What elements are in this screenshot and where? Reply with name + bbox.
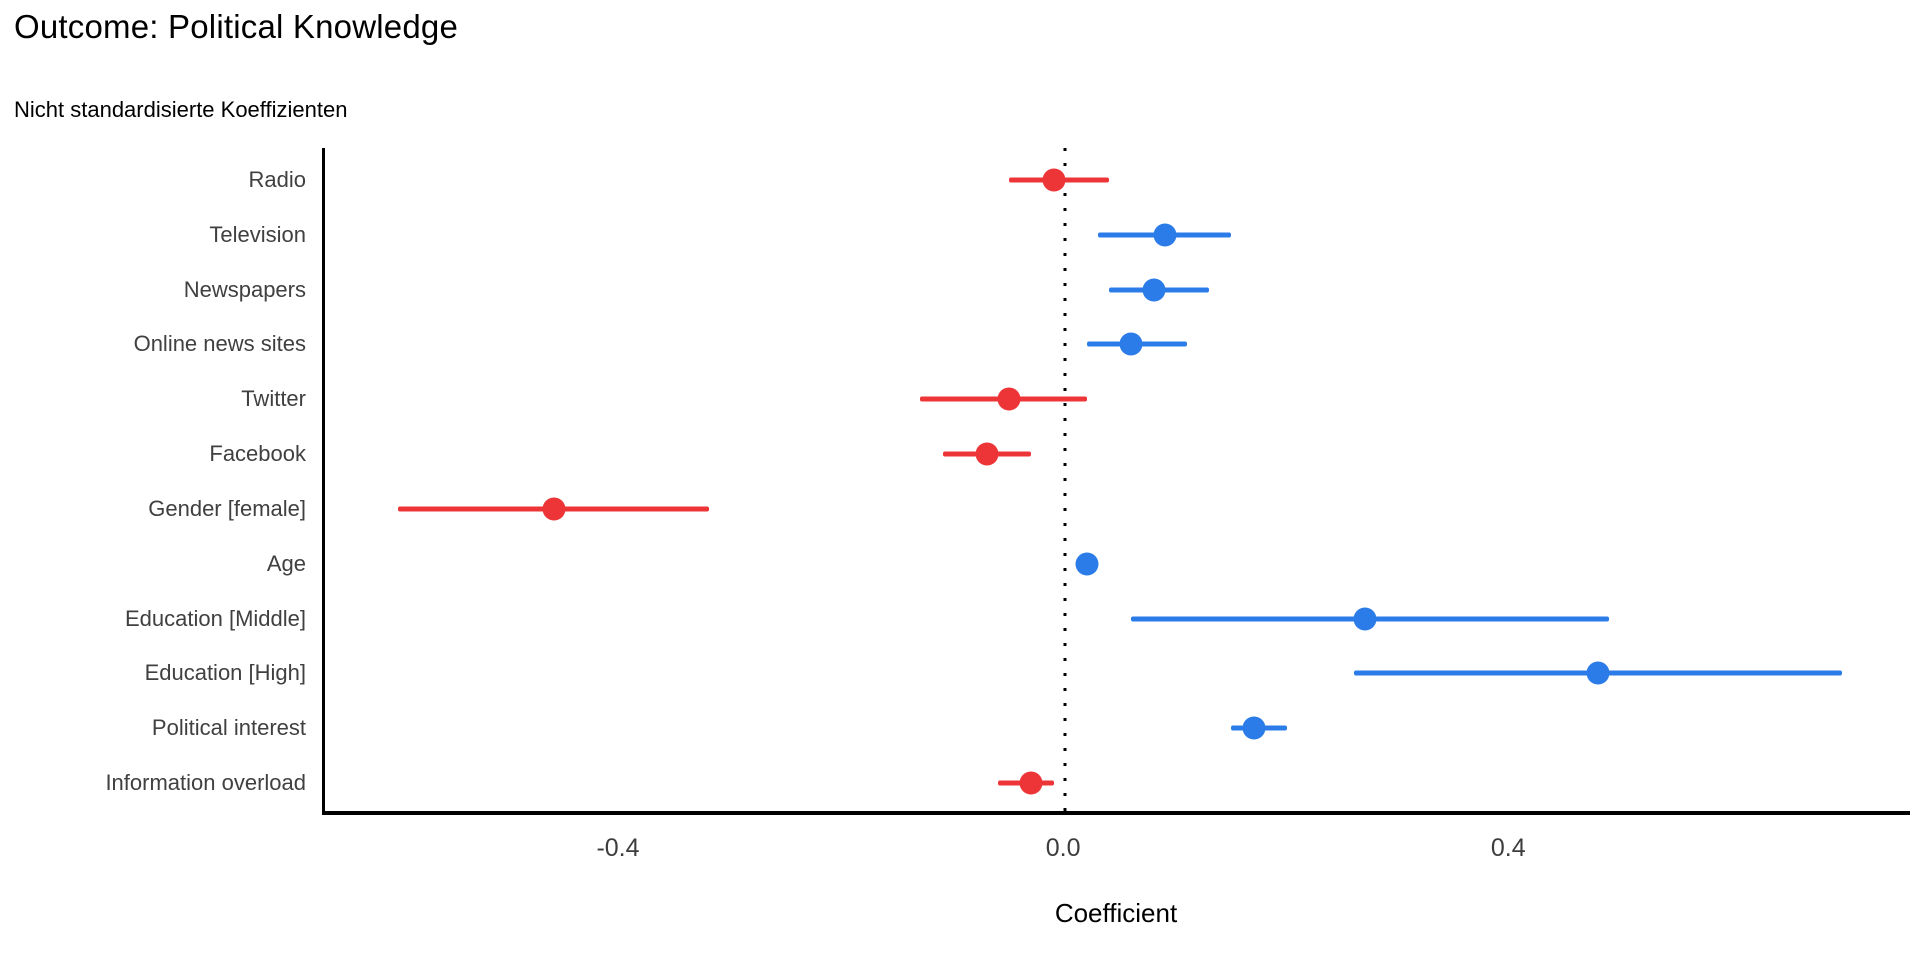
point-estimate-dot xyxy=(1075,552,1099,576)
y-axis-label: Television xyxy=(209,221,306,247)
chart-title: Outcome: Political Knowledge xyxy=(14,8,458,45)
point-estimate-dot xyxy=(975,442,999,466)
y-axis-label: Facebook xyxy=(209,441,306,467)
y-axis-label: Twitter xyxy=(241,386,306,412)
point-estimate-dot xyxy=(1586,661,1610,685)
point-estimate-dot xyxy=(1242,716,1266,740)
y-axis-label: Political interest xyxy=(151,715,306,741)
x-tick-label: 0.4 xyxy=(1490,834,1526,862)
y-axis-label: Age xyxy=(266,550,306,576)
point-estimate-dot xyxy=(1042,168,1066,192)
point-estimate-dot xyxy=(1153,223,1177,247)
y-axis-labels: Radio Television Newspapers Online news sit… xyxy=(0,0,306,960)
x-tick-label: -0.4 xyxy=(596,834,640,862)
y-axis-label: Education [Middle] xyxy=(125,605,306,631)
point-estimate-dot xyxy=(997,387,1021,411)
x-axis-title: Coefficient xyxy=(1054,898,1178,928)
point-estimate-dot xyxy=(542,497,566,521)
y-axis-label: Radio xyxy=(248,167,306,192)
y-axis-label: Newspapers xyxy=(183,276,306,302)
y-axis-label: Gender [female] xyxy=(148,495,306,521)
chart-subtitle: Nicht standardisierte Koeffizienten xyxy=(14,97,348,122)
y-axis-label: Online news sites xyxy=(133,331,306,357)
y-axis-label: Information overload xyxy=(105,770,306,796)
point-estimate-dot xyxy=(1119,332,1143,356)
x-tick-label: 0.0 xyxy=(1045,834,1081,862)
x-axis-ticks: -0.4 0.0 0.4 xyxy=(322,834,1910,864)
point-estimate-dot xyxy=(1142,278,1166,302)
y-axis-label: Education [High] xyxy=(144,660,306,686)
point-estimate-dot xyxy=(1353,607,1377,631)
plot-panel xyxy=(322,148,1910,815)
zero-reference-line xyxy=(1063,148,1067,811)
point-estimate-dot xyxy=(1019,771,1043,795)
